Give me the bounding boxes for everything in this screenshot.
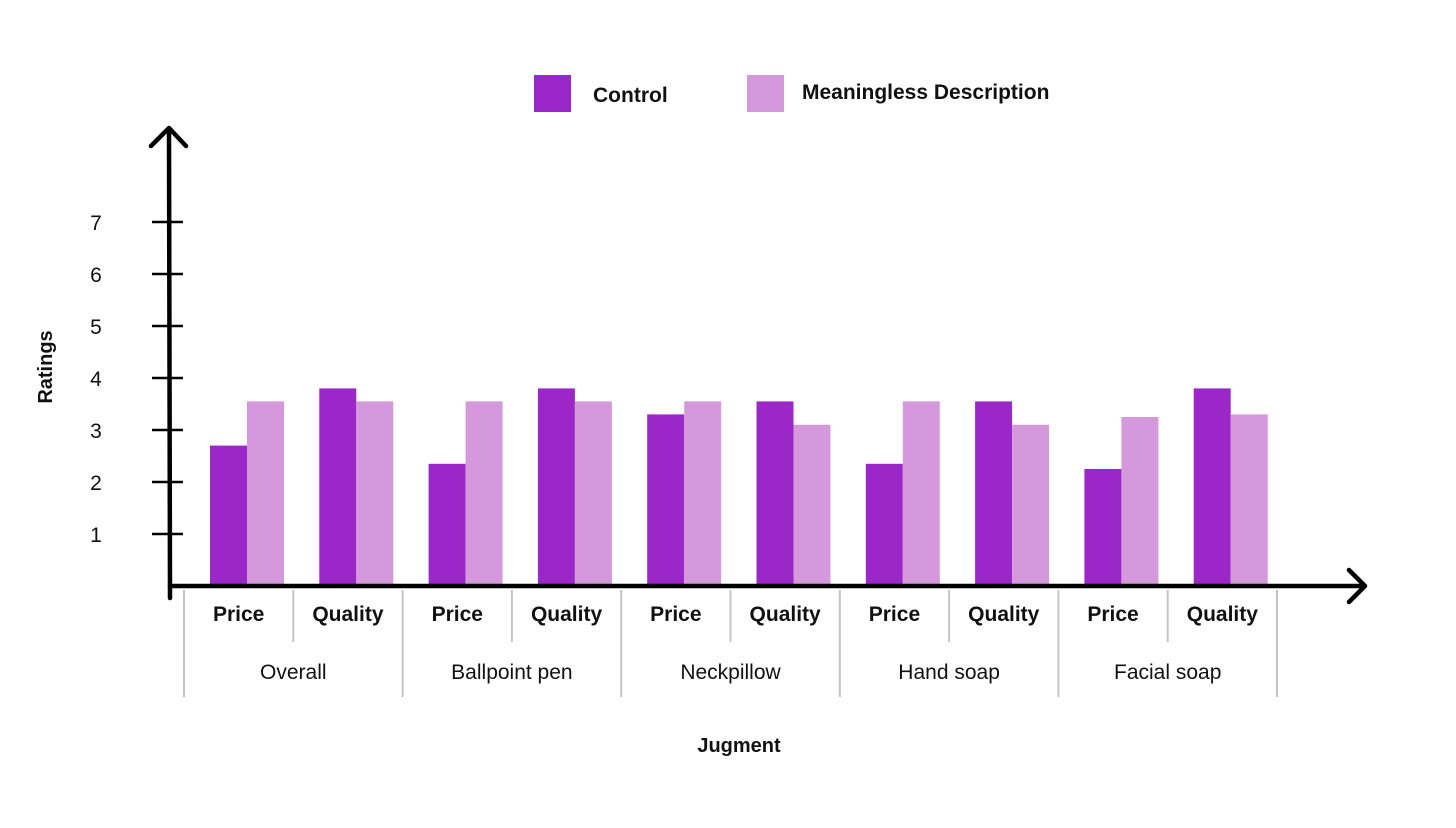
legend-label-control: Control (593, 84, 668, 107)
bar-control-2 (319, 388, 357, 586)
x-tick-label-3: Price (432, 603, 483, 626)
bar-control-10 (1193, 388, 1231, 586)
bar-control-5 (647, 414, 685, 586)
y-tick-label-3: 3 (90, 420, 102, 443)
bar-meaningless-description-10 (1230, 414, 1268, 586)
y-axis-ticks: 1 2 3 4 5 6 7 (90, 212, 183, 547)
x-tick-label-8: Quality (968, 603, 1040, 626)
x-axis-arrowhead (1346, 567, 1368, 605)
legend-swatch-control (534, 75, 571, 112)
bar-meaningless-description-9 (1121, 417, 1159, 586)
x-tick-label-10: Quality (1187, 603, 1259, 626)
bar-meaningless-description-3 (465, 401, 503, 586)
y-axis-arrowhead (148, 125, 189, 149)
bar-control-9 (1084, 469, 1122, 586)
y-tick-label-7: 7 (90, 212, 102, 235)
bar-meaningless-description-8 (1012, 424, 1050, 586)
y-axis-line (166, 128, 173, 601)
group-label-2: Ballpoint pen (451, 661, 572, 684)
x-axis-labels: Price Quality Price Quality Price Quality Pric… (213, 603, 1258, 684)
legend-label-meaningless-description: Meaningless Description (802, 81, 1049, 104)
bar-control-4 (537, 388, 575, 586)
axes (148, 125, 1368, 605)
y-tick-label-4: 4 (90, 368, 102, 391)
group-label-4: Hand soap (898, 661, 1000, 684)
y-tick-label-6: 6 (90, 264, 102, 287)
bar-control-3 (428, 463, 466, 586)
bar-control-7 (865, 463, 903, 586)
bar-meaningless-description-2 (356, 401, 394, 586)
x-tick-label-6: Quality (750, 603, 822, 626)
bars (210, 388, 1268, 586)
group-label-1: Overall (260, 661, 327, 684)
x-tick-label-5: Price (650, 603, 701, 626)
bar-meaningless-description-7 (902, 401, 940, 586)
y-axis-title: Ratings (35, 330, 57, 403)
group-label-5: Facial soap (1114, 661, 1221, 684)
bar-meaningless-description-1 (247, 401, 284, 586)
group-label-3: Neckpillow (680, 661, 781, 684)
bar-meaningless-description-5 (684, 401, 722, 586)
legend-swatch-meaningless-description (747, 75, 784, 112)
category-separators (183, 590, 1278, 697)
bar-control-1 (210, 445, 247, 586)
x-axis-title: Jugment (697, 735, 781, 757)
bar-control-8 (975, 401, 1013, 586)
y-tick-label-2: 2 (90, 472, 102, 495)
x-tick-label-7: Price (869, 603, 920, 626)
x-tick-label-4: Quality (531, 603, 603, 626)
bar-meaningless-description-4 (574, 401, 612, 586)
bar-meaningless-description-6 (793, 424, 831, 586)
x-tick-label-2: Quality (312, 603, 384, 626)
x-tick-label-1: Price (213, 603, 264, 626)
legend: Control Meaningless Description (534, 75, 1049, 112)
bar-control-6 (756, 401, 794, 586)
y-tick-label-5: 5 (90, 316, 102, 339)
x-tick-label-9: Price (1087, 603, 1138, 626)
y-tick-label-1: 1 (90, 524, 102, 547)
